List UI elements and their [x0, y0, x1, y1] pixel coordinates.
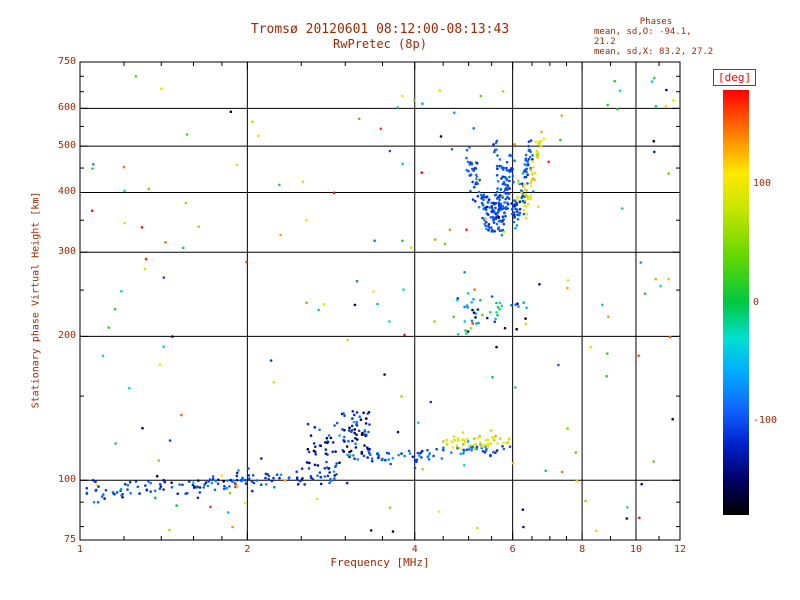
x-tick-label: 8 — [579, 544, 586, 555]
phase-stats-heading: Phases — [639, 17, 673, 27]
colorbar-tick-label: 100 — [753, 178, 772, 190]
y-tick-label: 400 — [57, 186, 76, 198]
x-axis-label: Frequency [MHz] — [330, 556, 430, 569]
x-tick-label: 1 — [76, 544, 84, 555]
phase-stats-block: Phases mean, sd,O: -94.1, 21.2 mean, sd,… — [594, 17, 718, 57]
x-tick-label: 10 — [629, 544, 642, 555]
y-tick-label: 75 — [63, 534, 76, 545]
chart-subtitle: RwPretec (8p) — [333, 37, 427, 51]
colorbar-unit-label: [deg] — [713, 69, 757, 86]
y-tick-label: 300 — [57, 246, 76, 258]
colorbar-tick-label: -100 — [753, 414, 778, 426]
chart-title: Tromsø 20120601 08:12:00-08:13:43 — [250, 22, 510, 37]
y-axis-label: Stationary phase Virtual Height [km] — [30, 191, 42, 409]
x-tick-label: 2 — [244, 544, 251, 555]
x-tick-label: 12 — [673, 544, 687, 555]
y-tick-label: 500 — [57, 140, 76, 152]
phase-stats-o-mode: mean, sd,O: -94.1, 21.2 — [594, 27, 692, 47]
phase-stats-x-mode: mean, sd,X: 83.2, 27.2 — [594, 47, 714, 57]
x-tick-label: 4 — [411, 544, 418, 555]
y-tick-label: 100 — [57, 474, 76, 486]
y-tick-label: 600 — [57, 102, 76, 114]
y-tick-label: 200 — [57, 330, 76, 342]
colorbar-tick-label: 0 — [753, 296, 760, 308]
x-tick-label: 6 — [509, 544, 516, 555]
y-tick-label: 750 — [57, 56, 76, 67]
